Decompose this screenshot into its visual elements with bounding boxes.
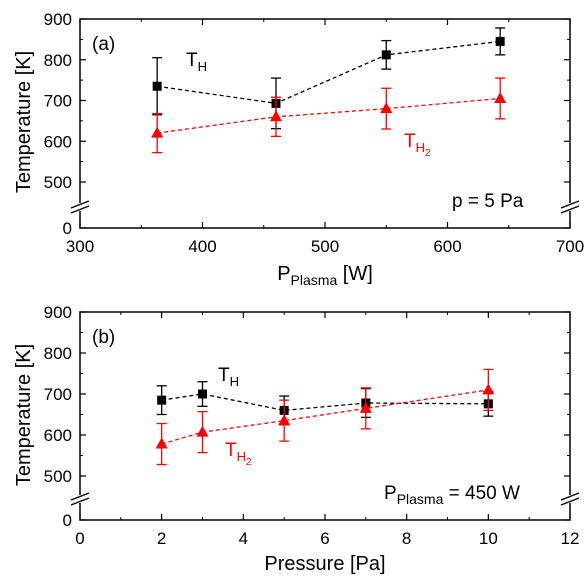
panel-a-series-1 xyxy=(151,77,507,154)
panel-a-series-0-point xyxy=(381,50,391,60)
panel-b-series-1-point xyxy=(278,414,291,426)
panel-b-y-tick-label: 600 xyxy=(44,426,72,445)
panel-b-series-1-point xyxy=(359,401,372,413)
panel-b-series-1 xyxy=(155,368,495,466)
panel-a-x-tick-label: 400 xyxy=(188,237,216,256)
panel-b-y-tick-label: 900 xyxy=(44,303,72,322)
panel-b-condition: PPlasma = 450 W xyxy=(384,483,520,507)
panel-b-series-0-point xyxy=(198,389,207,399)
panel-a-th2-label: TH2 xyxy=(404,131,431,159)
panel-b-axis-break-gap xyxy=(562,495,578,503)
panel-b-series-0 xyxy=(156,381,494,426)
panel-a-series-0-point xyxy=(152,81,162,91)
panel-b-axis-break-mark xyxy=(560,492,580,501)
panel-a-x-axis-label: PPlasma [W] xyxy=(277,263,373,288)
panel-a-y-tick-label: 500 xyxy=(44,173,72,192)
panel-a-series-0 xyxy=(152,27,506,130)
panel-b-series xyxy=(155,368,495,466)
panel-b-x-tick-label: 2 xyxy=(157,529,166,548)
panel-b-y-tick-label: 500 xyxy=(44,467,72,486)
panel-a-series-1-point xyxy=(494,91,507,103)
panel-b-x-tick-label: 10 xyxy=(479,529,498,548)
panel-b-y-tick-label: 800 xyxy=(44,344,72,363)
panel-b-th-label: TH xyxy=(218,365,239,389)
panel-a: 300 400 500 600 700 0 500 600 700 800 900 (a) p = … xyxy=(13,10,584,288)
panel-b-label: (b) xyxy=(92,327,115,348)
panel-a-axis-break-mark xyxy=(560,205,580,214)
panel-b-axis-break xyxy=(70,492,580,506)
panel-a-x-tick-label: 700 xyxy=(556,237,584,256)
panel-a-axis-break-mark xyxy=(70,200,90,209)
panel-a-th-label: TH xyxy=(186,50,207,74)
panel-b-axis-break-mark xyxy=(70,492,90,501)
panel-b-x-tick-label: 0 xyxy=(75,529,84,548)
panel-b-series-0-line xyxy=(161,393,489,412)
panel-a-condition: p = 5 Pa xyxy=(452,191,524,212)
panel-a-x-tick-label: 600 xyxy=(433,237,461,256)
panel-a-series-1-point xyxy=(380,102,393,114)
panel-a-axis-break-mark xyxy=(70,205,90,214)
panel-a-x-tick-label: 300 xyxy=(66,237,94,256)
panel-a-axis-break-gap xyxy=(562,203,578,211)
panel-a-y-tick-label: 800 xyxy=(44,51,72,70)
panel-a-series xyxy=(151,27,507,154)
panel-b-x-tick-label: 4 xyxy=(239,529,248,548)
panel-b-x-axis-label: Pressure [Pa] xyxy=(264,553,385,575)
panel-b-y-axis-label: Temperature [K] xyxy=(13,344,35,486)
panel-b-series-0-point xyxy=(157,395,167,405)
panel-a-y-tick-label: 0 xyxy=(63,219,72,238)
panel-a-x-tick-label: 500 xyxy=(311,237,339,256)
panel-a-label: (a) xyxy=(92,34,115,55)
panel-a-y-tick-label: 600 xyxy=(44,132,72,151)
panel-a-axis-break xyxy=(70,200,580,214)
panel-b-y-tick-label: 700 xyxy=(44,385,72,404)
panel-b-th2-label: TH2 xyxy=(225,440,252,468)
panel-a-series-1-point xyxy=(270,110,282,122)
panel-a-y-tick-label: 700 xyxy=(44,92,72,111)
panel-b-series-1-point xyxy=(482,383,495,395)
panel-a-y-axis-label: Temperature [K] xyxy=(13,51,35,193)
panel-b-x-tick-label: 12 xyxy=(561,529,580,548)
panel-a-series-0-line xyxy=(157,40,501,105)
panel-b-x-tick-label: 8 xyxy=(402,529,411,548)
panel-b-x-tick-label: 6 xyxy=(320,529,329,548)
panel-b-axis-break-mark xyxy=(70,497,90,506)
panel-b-y-tick-label: 0 xyxy=(63,511,72,530)
panel-a-series-0-point xyxy=(495,36,505,46)
panel-b-series-1-point xyxy=(196,425,209,437)
panel-b-ticks: 0 2 4 6 8 10 12 0 500 600 700 800 900 xyxy=(44,303,580,548)
panel-a-series-1-point xyxy=(151,126,164,138)
panel-a-ticks: 300 400 500 600 700 0 500 600 700 800 900 xyxy=(44,10,585,256)
panel-b: 0 2 4 6 8 10 12 0 500 600 700 800 900 (b) PPlasma = … xyxy=(13,303,579,575)
panel-a-y-tick-label: 900 xyxy=(44,10,72,29)
panel-b-series-1-point xyxy=(155,437,168,449)
panel-b-axis-break-gap xyxy=(72,495,88,503)
panel-a-series-1-line xyxy=(157,97,501,134)
panel-b-axis-break-mark xyxy=(560,497,580,506)
panel-a-axis-break-gap xyxy=(72,203,88,211)
panel-a-axis-break-mark xyxy=(560,200,580,209)
panel-b-series-1-line xyxy=(161,389,489,445)
